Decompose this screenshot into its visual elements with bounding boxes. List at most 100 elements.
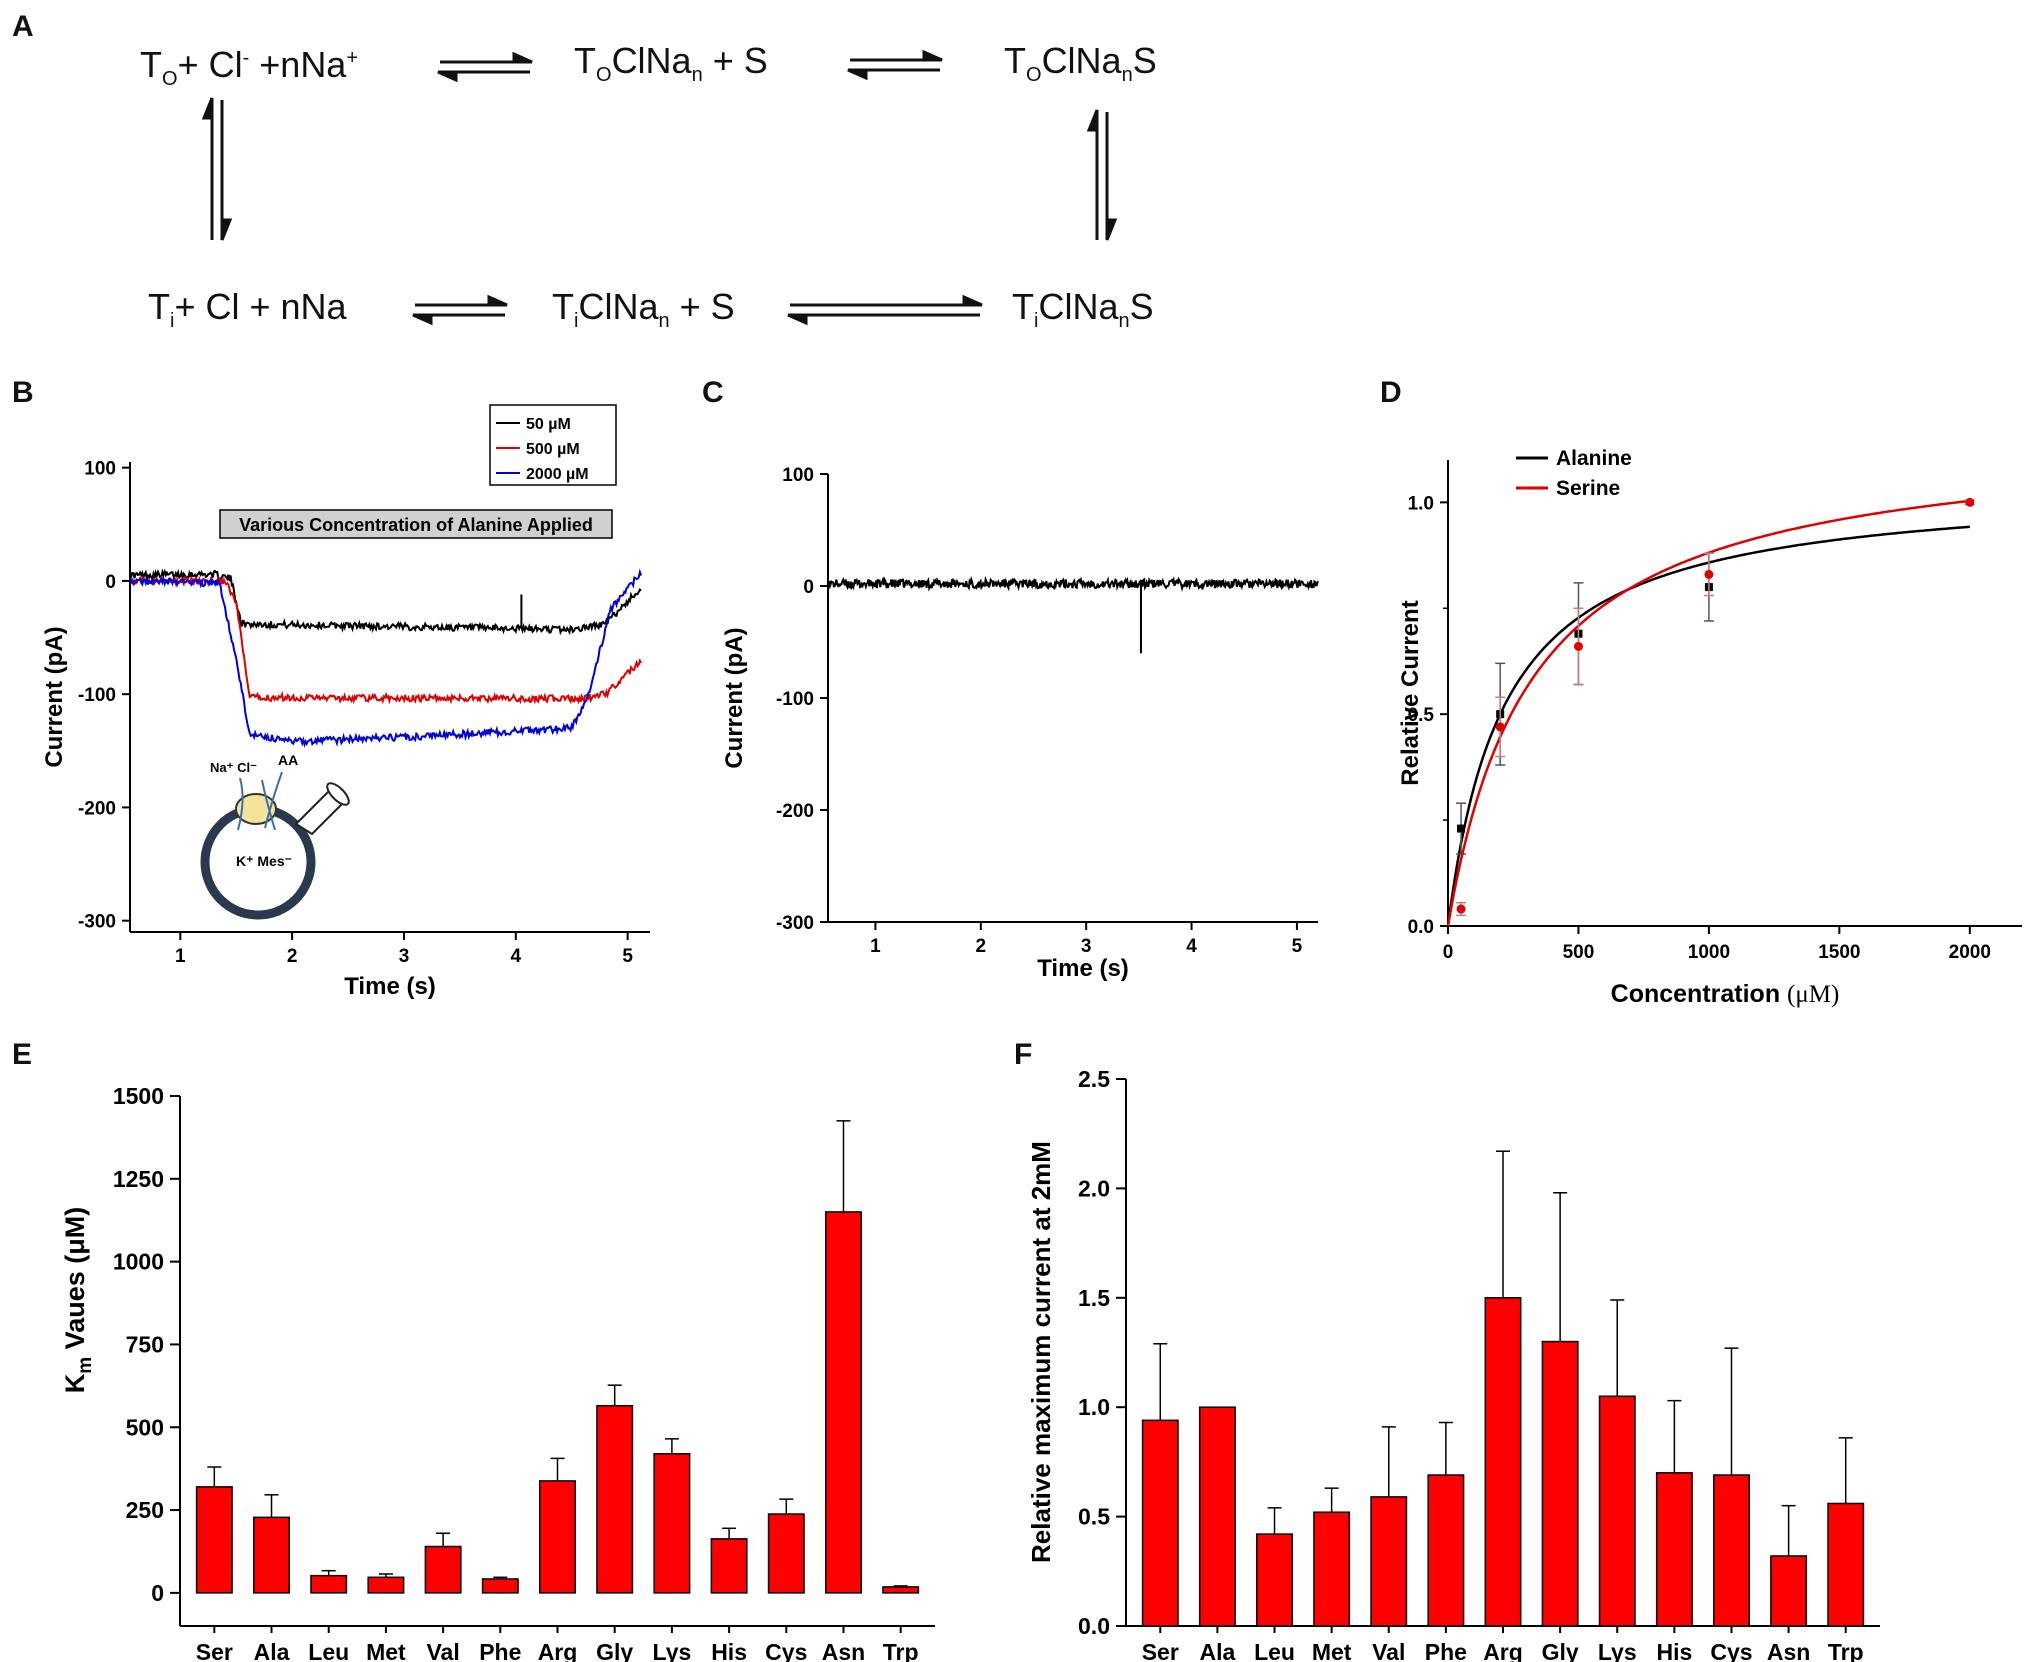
y-tick-label: -300: [78, 912, 116, 933]
legend-label: 500 µM: [526, 441, 580, 458]
x-tick-label: Leu: [1254, 1639, 1295, 1662]
data-point: [1496, 710, 1505, 719]
scheme-arrows: [201, 49, 1118, 326]
y-tick-label: 0: [151, 1580, 164, 1606]
y-tick-label: 1.5: [1078, 1285, 1110, 1311]
y-tick-label: 100: [84, 459, 116, 480]
x-tick-label: 4: [1186, 936, 1197, 957]
data-point: [1495, 722, 1505, 732]
bar-ala: [253, 1516, 290, 1594]
x-tick-label: Lys: [1598, 1639, 1637, 1662]
x-tick-label: Arg: [538, 1639, 578, 1662]
data-point: [1704, 583, 1713, 592]
x-tick-label: 2: [976, 936, 987, 957]
y-tick-label: 0: [803, 577, 814, 598]
y-axis-title: Relative Current: [1397, 600, 1424, 785]
legend-label: Alanine: [1556, 447, 1632, 470]
x-axis-title: Concentration (μM): [1611, 980, 1840, 1008]
bar-asn: [1770, 1555, 1808, 1627]
state-to-clna: TOClNan + S: [574, 40, 768, 87]
x-tick-label: His: [1656, 1639, 1692, 1662]
x-tick-label: 1000: [1688, 942, 1730, 963]
vertical-arrow-left: [201, 97, 233, 241]
trace-0: [129, 568, 642, 636]
cell-icon: [200, 804, 316, 920]
bar-gly: [596, 1404, 634, 1594]
legend-label: 2000 µM: [526, 466, 589, 483]
x-tick-label: Trp: [1828, 1639, 1864, 1662]
y-tick-label: -200: [776, 801, 814, 822]
x-tick-label: Phe: [1425, 1639, 1467, 1662]
bar-ser: [1141, 1419, 1179, 1627]
y-tick-label: -200: [78, 798, 116, 819]
pipette-icon: [294, 788, 348, 836]
y-axis-title: Km Vaues (μM): [60, 1207, 96, 1393]
data-point: [1573, 641, 1583, 651]
y-tick-label: 1.0: [1408, 493, 1434, 514]
x-tick-label: Leu: [308, 1639, 349, 1662]
annotation-box: [219, 509, 613, 539]
x-axis-title: Time (s): [344, 973, 436, 1000]
trace-1: [129, 574, 642, 705]
x-tick-label: Ser: [196, 1639, 233, 1662]
x-tick-label: Asn: [822, 1639, 865, 1662]
equilibrium-arrow-2: [847, 49, 943, 81]
bar-leu: [310, 1574, 348, 1594]
x-tick-label: Lys: [653, 1639, 692, 1662]
legend-label: 50 µM: [526, 416, 571, 433]
bar-val: [424, 1545, 462, 1594]
bar-val: [1370, 1496, 1408, 1627]
legend-box: [489, 404, 617, 486]
y-tick-label: 1.0: [1078, 1394, 1110, 1420]
x-tick-label: 5: [622, 946, 633, 967]
y-tick-label: 0: [105, 572, 116, 593]
ion-label: AA: [278, 752, 298, 768]
data-point: [1457, 824, 1466, 833]
y-tick-label: 750: [126, 1331, 164, 1357]
x-tick-label: 3: [1081, 936, 1092, 957]
annotation-text: Various Concentration of Alanine Applied: [239, 515, 593, 535]
x-tick-label: 2: [287, 946, 298, 967]
y-tick-label: 2.0: [1078, 1175, 1110, 1201]
x-tick-label: 500: [1563, 942, 1595, 963]
bar-ser: [195, 1486, 233, 1594]
y-axis-title: Current (pA): [41, 626, 68, 767]
fit-curve-alanine: [1446, 525, 1970, 927]
x-tick-label: Met: [366, 1639, 406, 1662]
y-tick-label: 1000: [113, 1249, 164, 1275]
x-tick-label: Phe: [479, 1639, 521, 1662]
vertical-arrow-right: [1086, 109, 1118, 241]
y-tick-label: -300: [776, 913, 814, 934]
state-to-clnas: TOClNanS: [1004, 40, 1157, 87]
trace-2: [129, 568, 643, 749]
x-tick-label: 1: [870, 936, 881, 957]
y-tick-label: 100: [782, 465, 814, 486]
state-to-free: TO+ Cl- +nNa+: [140, 44, 359, 91]
data-point: [1704, 569, 1714, 579]
flux-arrow-icon: [264, 771, 283, 829]
state-ti-clnas: TiClNanS: [1012, 286, 1154, 333]
state-ti-free: Ti+ Cl + nNa: [148, 286, 347, 333]
x-tick-label: Gly: [596, 1639, 633, 1662]
bar-leu: [1256, 1533, 1293, 1627]
x-tick-label: Ala: [254, 1639, 290, 1662]
x-tick-label: 0: [1443, 942, 1454, 963]
ion-label: K⁺ Mes⁻: [236, 853, 292, 869]
pipette-tip-icon: [326, 782, 350, 806]
equilibrium-arrow-4: [787, 294, 983, 326]
x-tick-label: Gly: [1542, 1639, 1579, 1662]
x-tick-label: Asn: [1767, 1639, 1810, 1662]
x-tick-label: Val: [426, 1639, 459, 1662]
y-tick-label: 0.0: [1408, 917, 1434, 938]
bar-lys: [653, 1453, 691, 1594]
y-tick-label: 250: [126, 1497, 164, 1523]
x-tick-label: Arg: [1483, 1639, 1523, 1662]
x-tick-label: 3: [399, 946, 410, 967]
bar-cys: [1713, 1474, 1750, 1627]
x-tick-label: Ala: [1199, 1639, 1235, 1662]
y-tick-label: 0.0: [1078, 1613, 1110, 1639]
bar-his: [710, 1538, 748, 1594]
data-point: [1965, 497, 1975, 507]
x-tick-label: Met: [1312, 1639, 1352, 1662]
x-tick-label: Val: [1372, 1639, 1405, 1662]
